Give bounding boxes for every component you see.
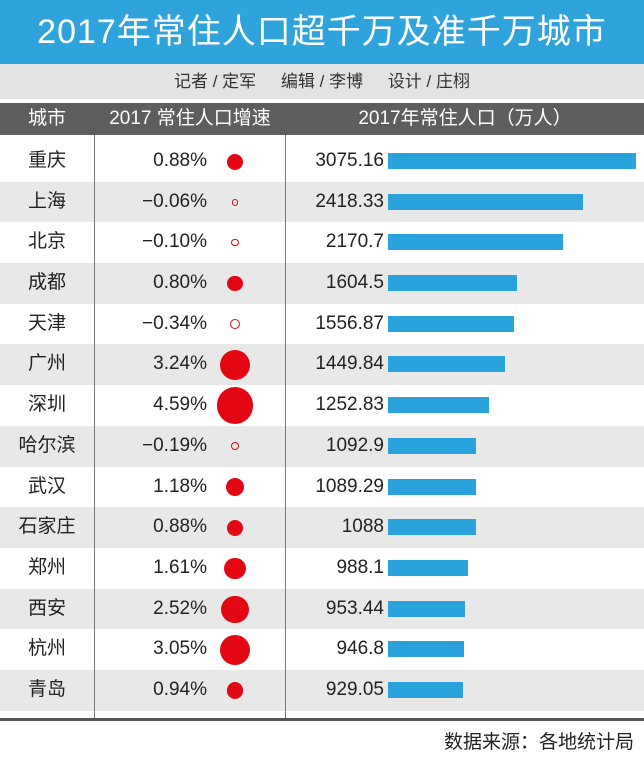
table-row: 成都 0.80% 1604.5: [0, 263, 644, 304]
population-bar: [388, 356, 505, 373]
growth-dot: [231, 239, 239, 247]
population-bar: [388, 437, 477, 454]
credit-editor: 编辑 / 李博: [280, 72, 364, 91]
population-value: 2170.7: [325, 231, 384, 253]
population-bar: [388, 681, 463, 698]
city-name: 成都: [27, 272, 66, 294]
population-bar: [388, 519, 476, 536]
population-bar: [388, 275, 518, 292]
growth-rate: 1.18%: [153, 475, 207, 497]
table-row: 深圳 4.59% 1252.83: [0, 385, 644, 426]
population-bar: [388, 641, 465, 658]
city-name: 武汉: [27, 475, 66, 497]
population-bar: [388, 600, 465, 617]
growth-dot: [229, 319, 241, 330]
credit-designer: 设计 / 庄栩: [387, 72, 470, 91]
city-name: 北京: [27, 231, 66, 253]
table-row: 重庆 0.88% 3075.16: [0, 141, 644, 182]
population-value: 929.05: [325, 678, 384, 700]
growth-rate: 3.05%: [153, 638, 207, 660]
city-name: 哈尔滨: [18, 434, 76, 456]
table-row: 西安 2.52% 953.44: [0, 588, 644, 630]
population-value: 1449.84: [315, 353, 384, 375]
population-bar: [388, 315, 514, 332]
growth-rate: −0.34%: [142, 312, 207, 334]
growth-rate: 0.88%: [153, 150, 207, 171]
table-body: 重庆 0.88% 3075.16 上海 −0.06% 2418.33 北京 −0…: [0, 141, 644, 711]
population-bar: [388, 478, 476, 495]
table-row: 广州 3.24% 1449.84: [0, 344, 644, 386]
growth-rate: −0.10%: [142, 231, 207, 253]
city-name: 杭州: [27, 638, 66, 660]
city-name: 重庆: [27, 150, 66, 171]
growth-rate: −0.06%: [142, 190, 207, 212]
table-row: 青岛 0.94% 929.05: [0, 669, 644, 711]
city-name: 天津: [27, 312, 66, 334]
population-bar: [388, 193, 584, 210]
credit-reporter: 记者 / 定军: [174, 72, 257, 91]
growth-rate: 1.61%: [153, 556, 207, 578]
population-value: 1556.87: [315, 312, 384, 334]
growth-dot: [226, 682, 244, 699]
header-growth: 2017 常住人口增速: [109, 108, 271, 129]
population-bar: [388, 559, 468, 576]
population-bar: [388, 397, 490, 414]
table-row: 哈尔滨 −0.19% 1092.9: [0, 425, 644, 467]
growth-dot: [224, 557, 246, 580]
growth-dot: [220, 634, 250, 665]
table-row: 杭州 3.05% 946.8: [0, 629, 644, 670]
city-name: 西安: [27, 597, 66, 619]
column-divider: [94, 135, 95, 720]
growth-rate: 2.52%: [153, 597, 207, 619]
growth-rate: 0.94%: [153, 678, 207, 700]
header-city: 城市: [27, 108, 66, 129]
table-row: 武汉 1.18% 1089.29: [0, 467, 644, 508]
table-row: 上海 −0.06% 2418.33: [0, 181, 644, 223]
bottom-rule: [0, 718, 644, 721]
growth-rate: 0.80%: [153, 272, 207, 294]
population-value: 3075.16: [315, 150, 384, 171]
table-header: 城市 2017 常住人口增速 2017年常住人口（万人）: [0, 103, 644, 135]
population-value: 1092.9: [325, 434, 384, 456]
city-name: 深圳: [27, 394, 66, 416]
city-name: 郑州: [27, 556, 66, 578]
population-value: 1088: [341, 516, 384, 538]
population-bar: [388, 153, 636, 169]
city-name: 广州: [27, 353, 66, 375]
population-value: 1089.29: [315, 475, 384, 497]
city-name: 上海: [27, 190, 66, 212]
population-value: 1604.5: [325, 272, 384, 294]
table-row: 天津 −0.34% 1556.87: [0, 304, 644, 345]
growth-dot: [230, 442, 240, 451]
population-value: 1252.83: [315, 394, 384, 416]
table-row: 北京 −0.10% 2170.7: [0, 222, 644, 263]
column-divider: [285, 135, 286, 720]
growth-dot: [219, 349, 251, 381]
population-value: 953.44: [325, 597, 384, 619]
growth-dot: [227, 153, 243, 170]
source-note: 数据来源：各地统计局: [443, 732, 634, 753]
growth-dot: [221, 595, 249, 623]
table-row: 郑州 1.61% 988.1: [0, 548, 644, 589]
page-title: 2017年常住人口超千万及准千万城市: [0, 0, 644, 64]
growth-rate: 3.24%: [153, 353, 207, 375]
city-name: 青岛: [27, 678, 66, 700]
population-value: 988.1: [336, 556, 384, 578]
header-population: 2017年常住人口（万人）: [358, 108, 572, 129]
table-row: 石家庄 0.88% 1088: [0, 507, 644, 548]
growth-rate: 4.59%: [153, 394, 207, 416]
growth-dot: [227, 275, 243, 292]
city-name: 石家庄: [18, 516, 76, 538]
growth-rate: 0.88%: [153, 516, 207, 538]
population-value: 946.8: [336, 638, 384, 660]
growth-dot: [227, 519, 243, 536]
growth-dot: [231, 198, 239, 206]
population-bar: [388, 234, 564, 251]
credits: 记者 / 定军 编辑 / 李博 设计 / 庄栩: [0, 64, 644, 99]
population-value: 2418.33: [315, 190, 384, 212]
growth-dot: [225, 477, 245, 497]
growth-rate: −0.19%: [142, 434, 207, 456]
growth-dot: [216, 387, 254, 424]
